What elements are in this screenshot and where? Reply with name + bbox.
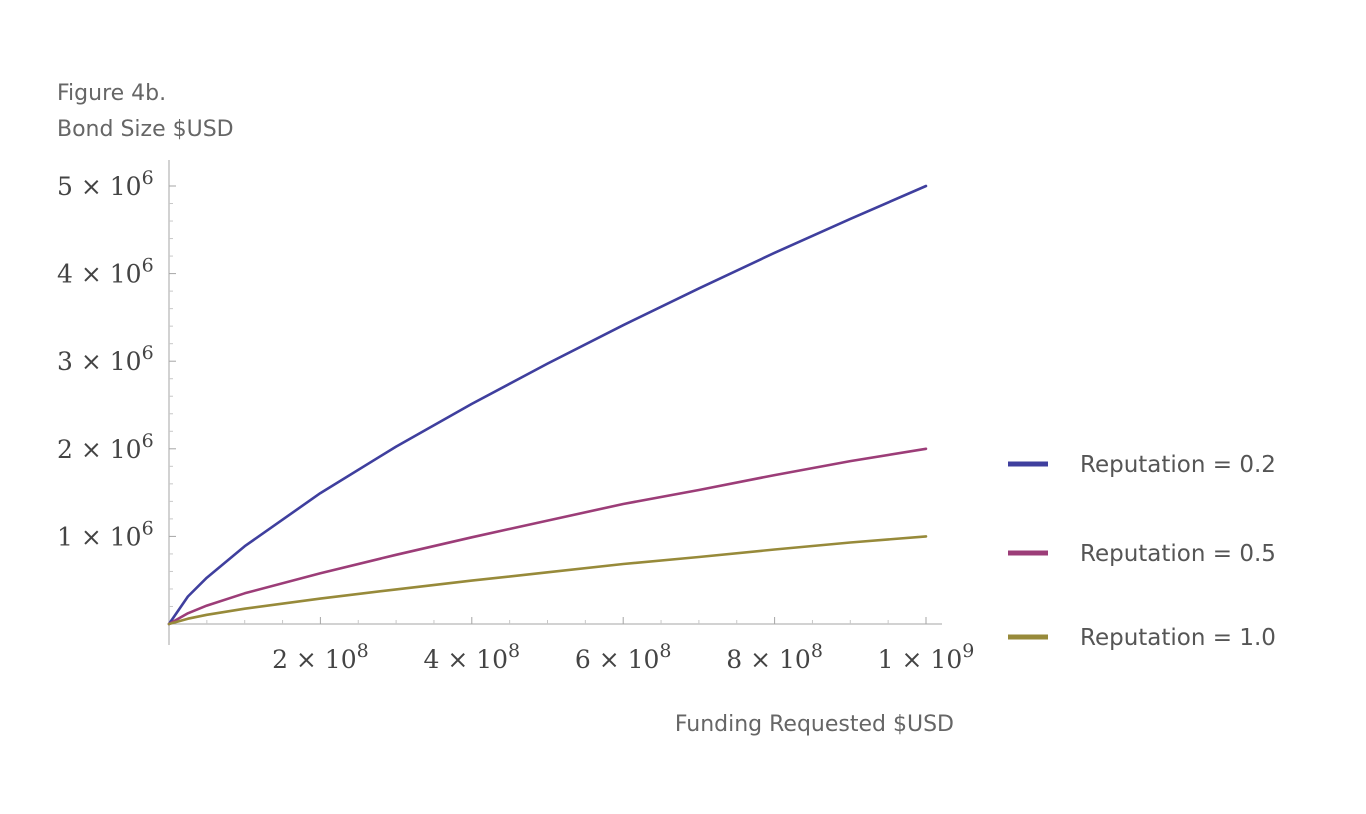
x-tick-label: 2 × 108 [272, 640, 369, 674]
series-line-1 [167, 184, 928, 626]
legend-label-1: Reputation = 0.2 [1080, 452, 1276, 478]
x-tick-label: 8 × 108 [726, 640, 823, 674]
y-tick-label: 5 × 106 [57, 167, 154, 201]
x-tick-label: 6 × 108 [575, 640, 672, 674]
y-tick-label: 2 × 106 [57, 430, 154, 464]
y-axis-label: Bond Size $USD [57, 117, 234, 142]
x-tick-label: 1 × 109 [878, 640, 975, 674]
plot-series [167, 184, 928, 626]
axes: 2 × 108 4 × 108 6 × 108 8 × 108 1 × 109 1 × 1… [57, 160, 974, 674]
legend-label-3: Reputation = 1.0 [1080, 625, 1276, 651]
x-axis-label: Funding Requested $USD [675, 712, 954, 737]
legend-label-2: Reputation = 0.5 [1080, 541, 1276, 567]
series-line-3 [167, 535, 928, 626]
y-tick-label: 1 × 106 [57, 517, 154, 551]
x-tick-label: 4 × 108 [423, 640, 520, 674]
y-tick-label: 4 × 106 [57, 255, 154, 289]
y-tick-label: 3 × 106 [57, 342, 154, 376]
legend: Reputation = 0.2 Reputation = 0.5 Reputati… [1008, 452, 1276, 651]
series-line-2 [167, 447, 928, 626]
figure-label: Figure 4b. [57, 81, 166, 106]
